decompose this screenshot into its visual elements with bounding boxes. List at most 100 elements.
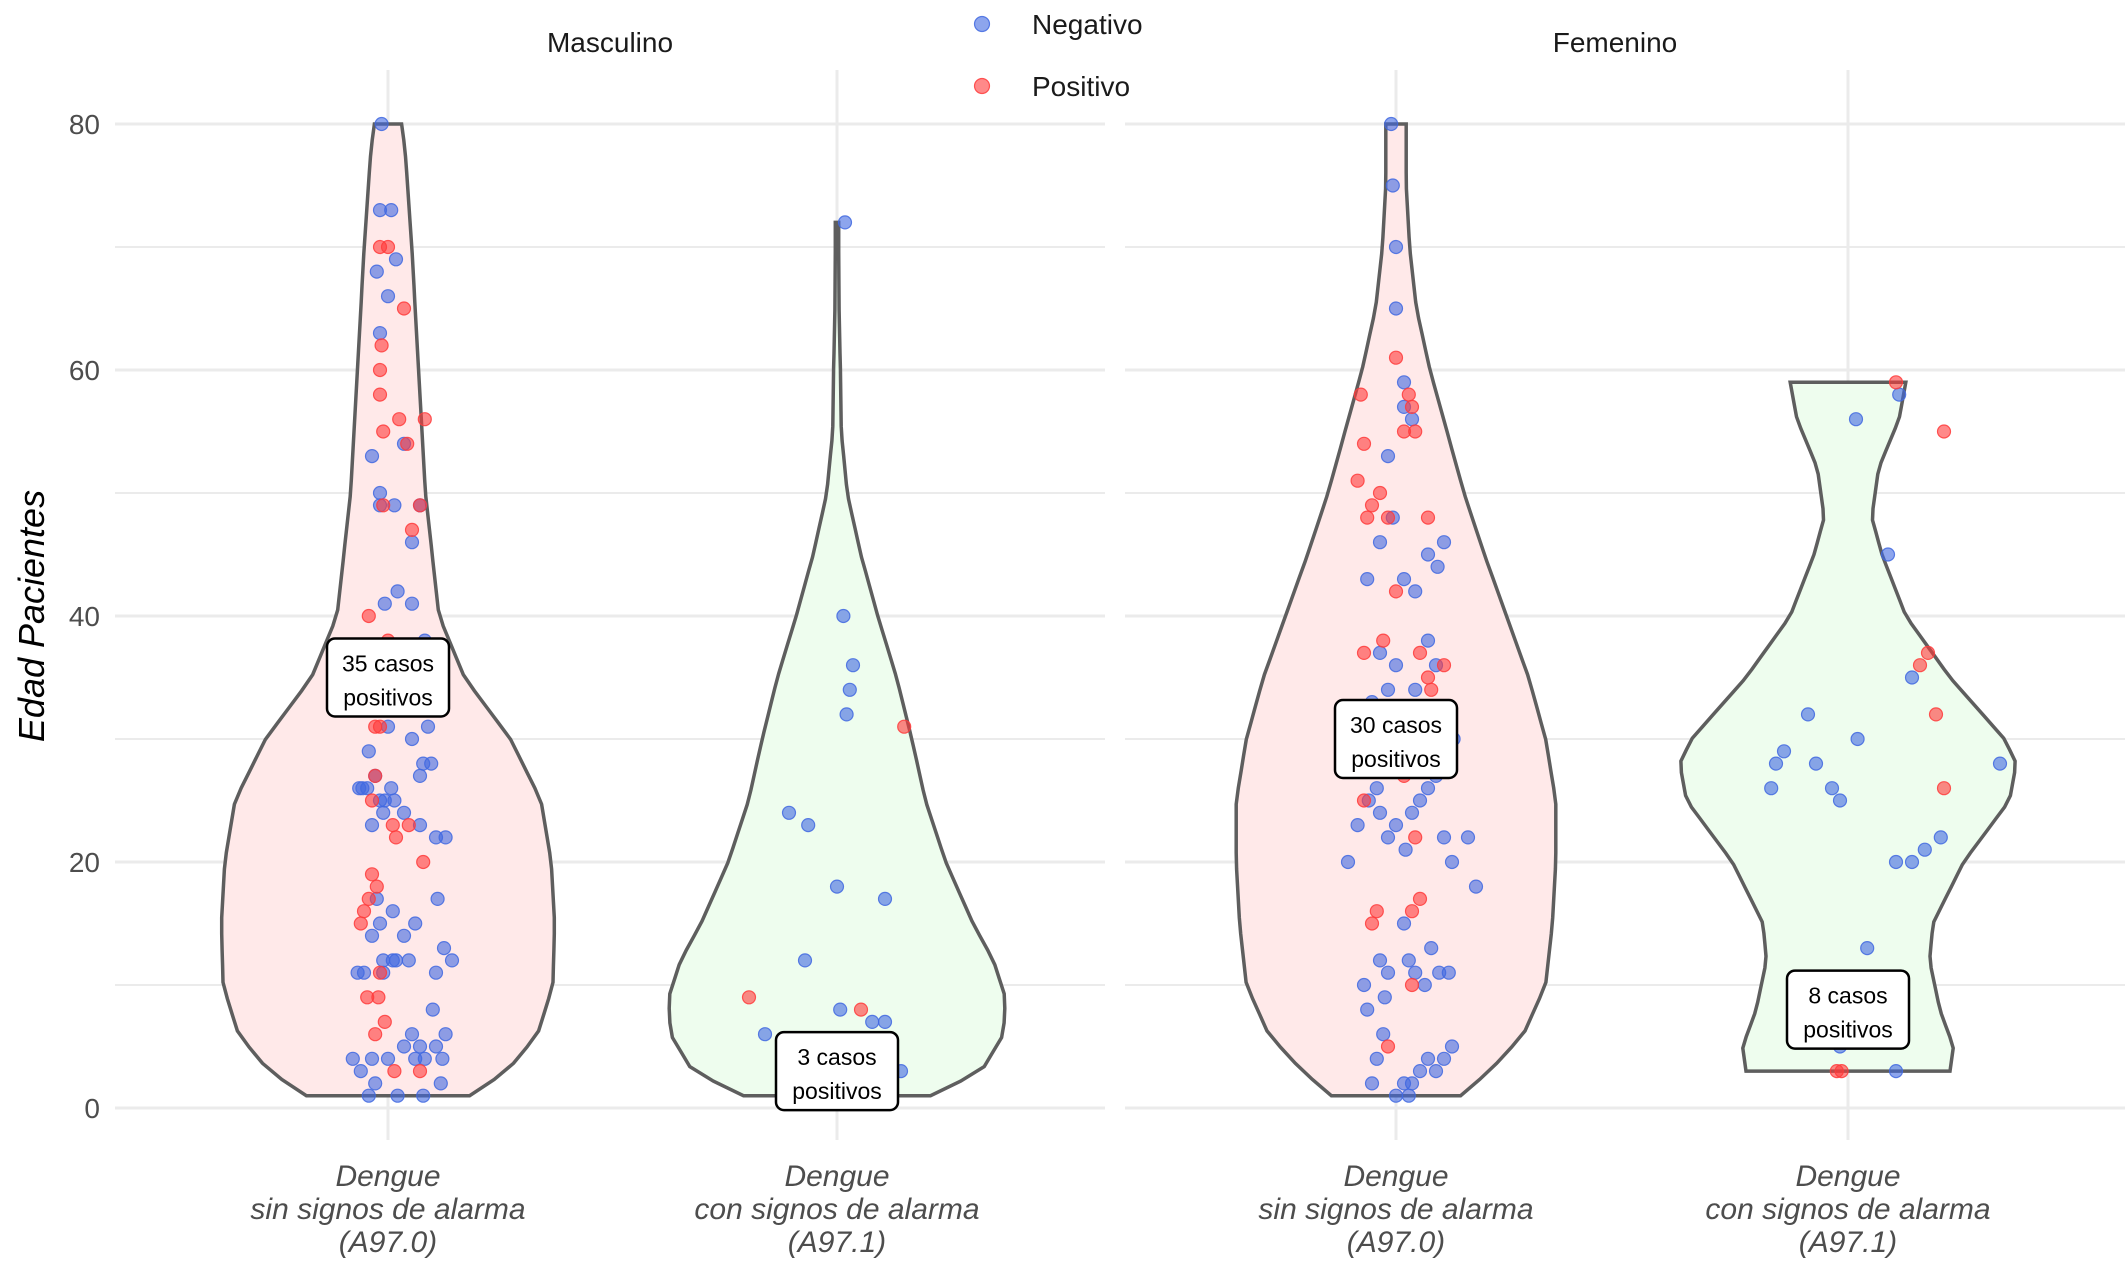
point-positivo (385, 817, 400, 833)
point-negativo (1340, 854, 1356, 870)
x-tick-label: con signos de alarma (694, 1193, 979, 1226)
point-negativo (1412, 793, 1428, 808)
point-positivo (1412, 891, 1428, 907)
y-tick-label: 20 (69, 847, 100, 878)
x-tick-label: Dengue (335, 1160, 440, 1193)
point-positivo (376, 498, 391, 513)
point-negativo (376, 805, 391, 820)
y-tick-label: 40 (69, 601, 100, 632)
point-negativo (1420, 1051, 1436, 1066)
point-negativo (1372, 645, 1388, 661)
point-positivo (1920, 645, 1936, 661)
point-negativo (360, 781, 375, 796)
point-negativo (829, 879, 845, 894)
point-negativo (369, 264, 384, 279)
point-negativo (1408, 682, 1423, 697)
legend-label: Positivo (1032, 71, 1130, 102)
point-negativo (1430, 559, 1445, 574)
point-positivo (401, 817, 416, 833)
point-negativo (1408, 965, 1423, 980)
point-negativo (428, 965, 444, 980)
point-negativo (1396, 571, 1412, 587)
point-negativo (1356, 977, 1372, 993)
point-positivo (1356, 793, 1372, 808)
point-negativo (757, 1027, 773, 1042)
point-negativo (1850, 731, 1865, 747)
x-tick-label: (A97.1) (1799, 1226, 1897, 1259)
point-negativo (797, 953, 813, 968)
point-negativo (1420, 633, 1436, 648)
point-negativo (1384, 116, 1399, 132)
annotation-box (1333, 698, 1459, 780)
x-tick-label: Dengue (1343, 1160, 1448, 1193)
point-positivo (897, 719, 912, 734)
point-positivo (1420, 510, 1436, 525)
point-negativo (1888, 854, 1904, 870)
point-negativo (404, 1027, 420, 1042)
point-negativo (839, 707, 854, 722)
point-negativo (1372, 805, 1388, 820)
point-negativo (1417, 977, 1432, 993)
point-negativo (1372, 535, 1388, 550)
x-tick-label: sin signos de alarma (250, 1193, 525, 1226)
point-positivo (1412, 645, 1428, 661)
point-positivo (396, 301, 412, 316)
point-negativo (1444, 1039, 1460, 1054)
violin-shape (667, 220, 1007, 1098)
point-negativo (368, 1076, 383, 1091)
point-negativo (385, 904, 400, 919)
point-positivo (1912, 658, 1928, 673)
point-negativo (372, 326, 388, 341)
point-negativo (1369, 781, 1384, 796)
point-negativo (1385, 178, 1400, 193)
point-negativo (1396, 916, 1412, 931)
point-negativo (417, 1051, 432, 1066)
point-positivo (404, 522, 420, 538)
point-negativo (388, 953, 404, 968)
point-positivo (1936, 781, 1952, 796)
point-negativo (781, 805, 797, 820)
point-positivo (1388, 350, 1404, 365)
point-negativo (1401, 953, 1416, 968)
y-tick-label: 0 (84, 1093, 100, 1124)
point-negativo (388, 252, 404, 267)
point-positivo (741, 990, 757, 1005)
point-negativo (801, 817, 816, 833)
point-positivo (1356, 436, 1372, 451)
point-positivo (372, 387, 388, 402)
point-positivo (361, 891, 376, 907)
point-negativo (1468, 879, 1484, 894)
point-negativo (412, 768, 428, 784)
legend-label: Negativo (1032, 9, 1143, 40)
point-negativo (404, 596, 420, 611)
point-negativo (842, 682, 857, 697)
point-positivo (1372, 485, 1388, 501)
point-negativo (364, 928, 380, 943)
point-positivo (356, 904, 372, 919)
point-negativo (380, 289, 396, 304)
point-negativo (356, 965, 372, 980)
point-positivo (1401, 387, 1416, 402)
point-negativo (1880, 547, 1896, 562)
point-negativo (425, 1002, 440, 1017)
point-positivo (388, 830, 404, 845)
annotation-box (1785, 969, 1911, 1050)
point-positivo (1888, 375, 1904, 390)
point-negativo (877, 1014, 893, 1030)
point-negativo (1420, 781, 1436, 796)
point-negativo (404, 535, 420, 550)
point-negativo (430, 891, 445, 907)
point-negativo (364, 449, 380, 464)
point-negativo (428, 830, 444, 845)
point-positivo (353, 916, 368, 931)
point-negativo (845, 658, 861, 673)
point-negativo (1404, 412, 1420, 427)
point-negativo (865, 1014, 880, 1030)
point-negativo (1380, 449, 1396, 464)
point-positivo (376, 424, 391, 439)
point-negativo (1380, 830, 1396, 845)
point-negativo (1412, 1063, 1428, 1079)
point-positivo (1404, 977, 1420, 993)
